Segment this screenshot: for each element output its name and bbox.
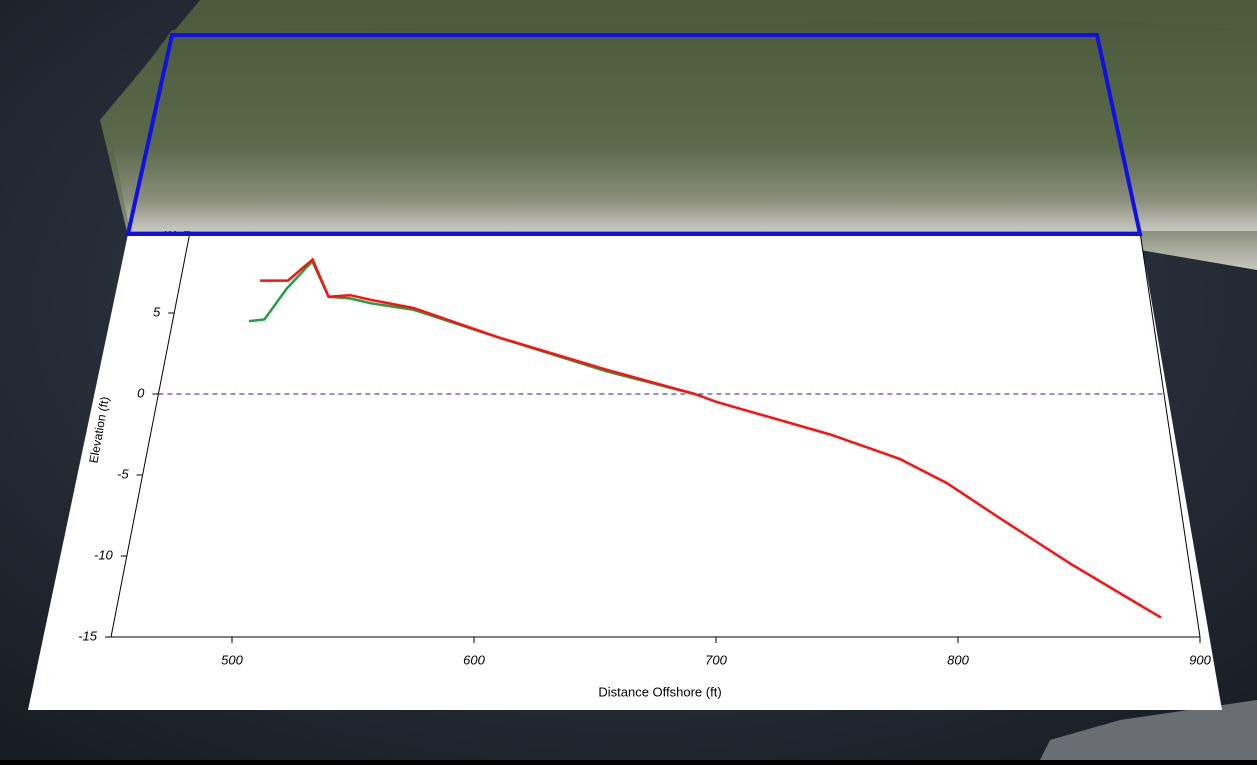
y-tick-label: -10 — [94, 547, 114, 562]
profile-box — [125, 33, 1143, 236]
imagery-overlay — [110, 20, 1257, 236]
x-tick-label: 500 — [221, 652, 243, 667]
profile-line — [260, 257, 1162, 619]
y-axis — [110, 231, 191, 638]
chart-panel — [28, 234, 1222, 710]
x-tick-label: 700 — [705, 652, 727, 667]
y-tick-label: -5 — [117, 466, 129, 481]
right-frame — [1139, 231, 1201, 638]
y-tick-label: 5 — [153, 304, 161, 319]
satellite-strip — [110, 20, 1257, 231]
x-tick-label: 600 — [463, 652, 485, 667]
y-tick-label: 0 — [137, 385, 145, 400]
y-tick-label: -15 — [78, 628, 98, 643]
x-axis-label: Distance Offshore (ft) — [598, 684, 721, 699]
sandbar — [1040, 700, 1257, 760]
x-tick-label: 900 — [1189, 652, 1211, 667]
x-tick-label: 800 — [947, 652, 969, 667]
